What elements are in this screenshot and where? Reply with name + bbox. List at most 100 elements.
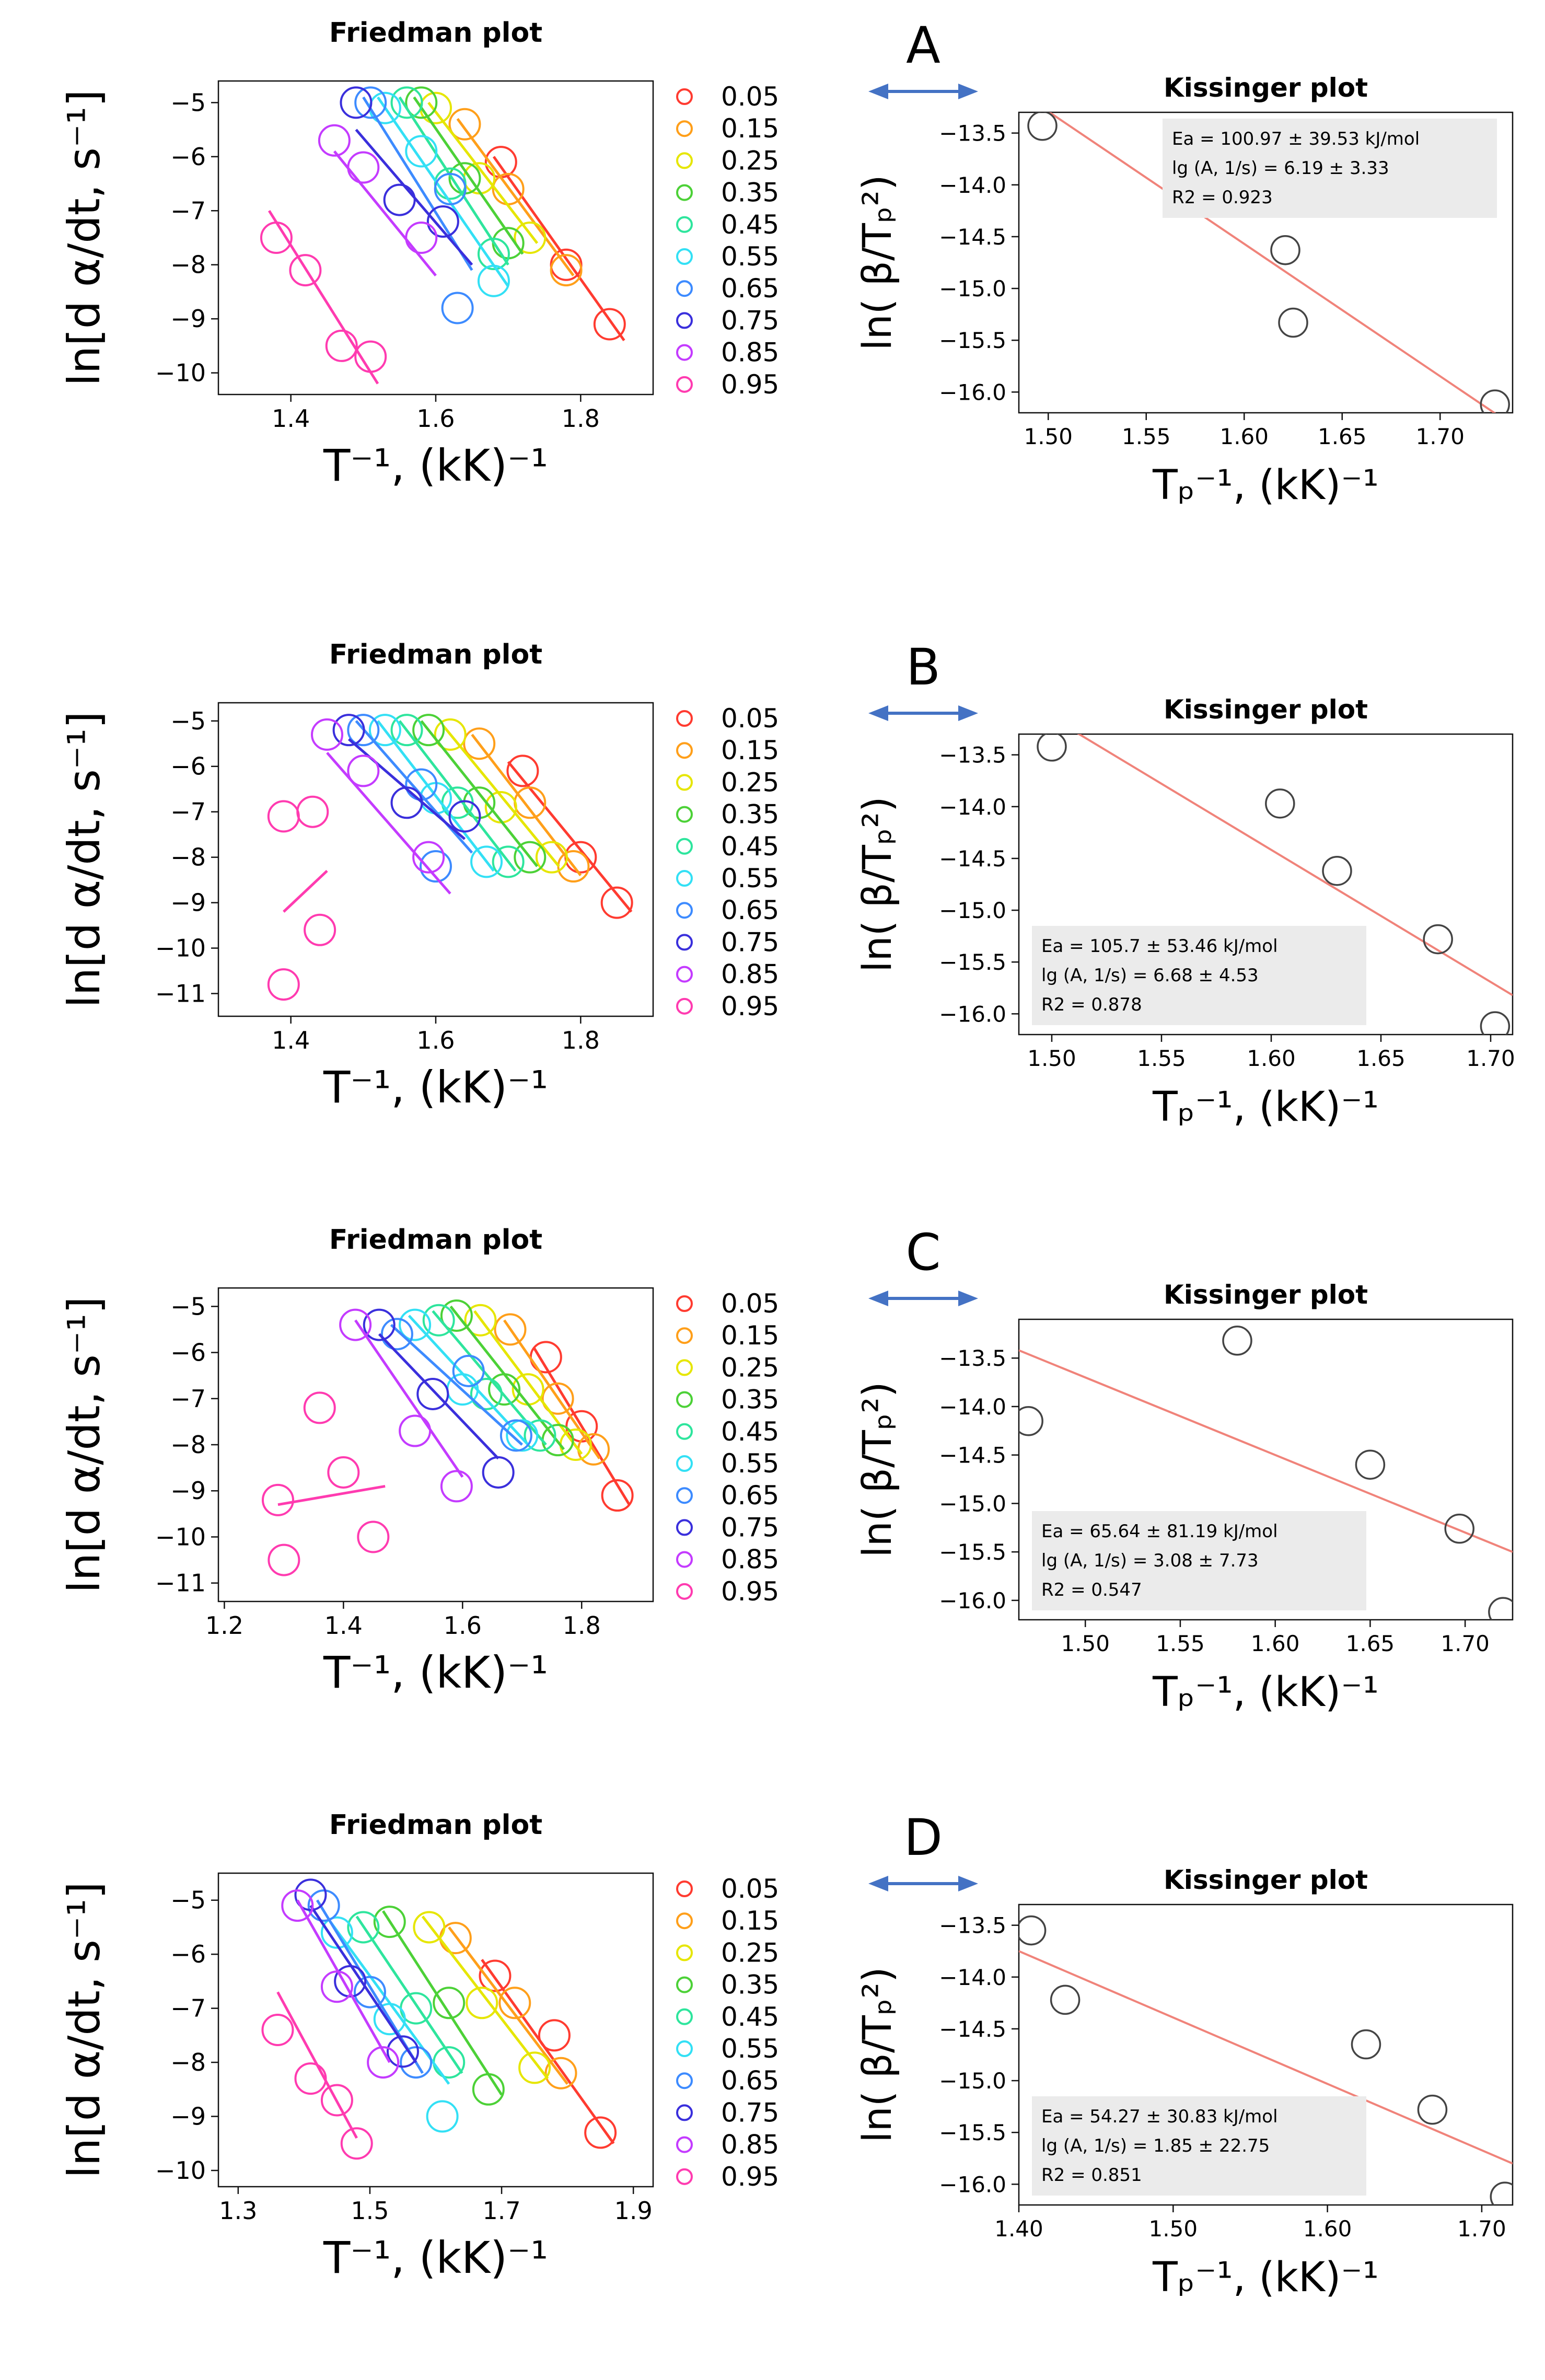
legend-label: 0.65 — [721, 895, 779, 925]
x-tick-label: 1.60 — [1251, 1631, 1300, 1656]
legend-label: 0.95 — [721, 369, 779, 400]
series-0.85 — [311, 718, 451, 895]
data-point — [339, 1308, 372, 1341]
y-tick-label: −13.5 — [939, 1345, 1006, 1371]
fit-line — [398, 96, 509, 266]
y-tick-label: −13.5 — [939, 1913, 1006, 1938]
legend-label: 0.25 — [721, 767, 779, 797]
annotation-line: Ea = 105.7 ± 53.46 kJ/mol — [1041, 936, 1278, 957]
data-point — [268, 1543, 300, 1576]
chart-title: Friedman plot — [329, 1224, 542, 1256]
plot-area — [261, 1878, 617, 2160]
plot-area — [1019, 1326, 1513, 1620]
legend-marker — [676, 1487, 693, 1504]
y-tick-label: −14.5 — [939, 2016, 1006, 2042]
data-point — [281, 1889, 314, 1922]
data-point — [1423, 924, 1453, 955]
legend-marker — [676, 997, 693, 1015]
x-axis-label: T⁻¹, (kK)⁻¹ — [323, 1647, 548, 1698]
y-tick-label: −13.5 — [939, 121, 1006, 146]
data-point — [1222, 1326, 1252, 1356]
panel-letter: C — [905, 1223, 940, 1282]
legend-marker — [676, 710, 693, 727]
friedman-panel-C: Friedman plot 1.2 1.4 1.6 1.8 −5 −6 −7 −8 −9 −10 −1… — [59, 1224, 779, 1698]
y-tick-label: −16.0 — [939, 1001, 1006, 1027]
y-tick-label: −8 — [170, 251, 206, 279]
data-point — [514, 841, 547, 874]
x-axis-label: Tₚ⁻¹, (kK)⁻¹ — [1152, 1084, 1379, 1131]
x-axis-label: Tₚ⁻¹, (kK)⁻¹ — [1152, 462, 1379, 509]
y-tick-label: −15.0 — [939, 276, 1006, 301]
y-tick-label: −10 — [155, 359, 206, 387]
data-point — [296, 795, 329, 828]
data-point — [368, 714, 401, 747]
x-tick-label: 1.8 — [562, 1026, 600, 1054]
series-0.25 — [413, 1911, 551, 2084]
fit-line — [1019, 1349, 1513, 1553]
data-point — [434, 172, 467, 205]
data-point — [477, 264, 510, 297]
legend-label: 0.15 — [721, 113, 779, 144]
annotation-line: Ea = 65.64 ± 81.19 kJ/mol — [1041, 1521, 1278, 1542]
fit-line — [532, 1347, 631, 1506]
friedman-panel-B: Friedman plot 1.4 1.6 1.8 −5 −6 −7 −8 −9 −10 −11 T⁻… — [59, 639, 779, 1113]
legend-marker — [676, 2104, 693, 2121]
legend-label: 0.75 — [721, 2097, 779, 2128]
arrow-head-left-icon — [868, 84, 888, 99]
y-tick-label: −8 — [170, 843, 206, 872]
y-tick-label: −6 — [170, 1940, 206, 1968]
x-axis-label: T⁻¹, (kK)⁻¹ — [323, 1062, 548, 1113]
plot-frame — [217, 1872, 654, 2188]
series-0.35 — [412, 714, 547, 874]
x-axis-label: Tₚ⁻¹, (kK)⁻¹ — [1152, 1669, 1379, 1716]
data-point — [412, 841, 445, 874]
data-point — [260, 222, 293, 254]
fit-line — [296, 1899, 391, 2063]
data-point — [399, 1308, 432, 1341]
y-tick-label: −6 — [170, 1339, 206, 1367]
legend-marker — [676, 152, 693, 169]
data-point — [477, 238, 510, 271]
legend-marker — [676, 344, 693, 361]
plot-area — [1037, 734, 1513, 1035]
data-point — [448, 108, 481, 141]
legend-label: 0.05 — [721, 703, 779, 734]
data-point — [1322, 855, 1352, 886]
data-point — [347, 1911, 380, 1944]
y-tick-label: −16.0 — [939, 2172, 1006, 2197]
legend-label: 0.35 — [721, 1385, 779, 1415]
y-axis-label: ln[d α/dt, s⁻¹] — [59, 1882, 110, 2178]
data-point — [550, 254, 583, 287]
data-point — [320, 1970, 353, 2003]
series-0.35 — [440, 1299, 574, 1457]
legend-marker — [676, 2008, 693, 2025]
legend-marker — [676, 1944, 693, 1961]
legend-marker — [676, 2136, 693, 2153]
annotation-line: lg (A, 1/s) = 3.08 ± 7.73 — [1041, 1550, 1259, 1571]
legend-label: 0.05 — [721, 1874, 779, 1904]
fit-line — [471, 734, 582, 876]
y-tick-label: −15.5 — [939, 1539, 1006, 1565]
data-point — [600, 886, 633, 919]
data-point — [303, 1391, 336, 1424]
data-point — [340, 86, 373, 119]
series-0.45 — [390, 714, 525, 878]
series-0.95 — [267, 795, 336, 1001]
legend-marker — [676, 902, 693, 919]
data-point — [1019, 1915, 1047, 1946]
data-point — [524, 1419, 556, 1452]
legend-label: 0.95 — [721, 991, 779, 1021]
legend-marker — [676, 88, 693, 105]
data-point — [325, 329, 358, 362]
y-axis-label: ln[d α/dt, s⁻¹] — [59, 1296, 110, 1593]
y-axis-label: ln( β/Tₚ²) — [854, 1381, 900, 1557]
legend-marker — [676, 1423, 693, 1440]
y-tick-label: −5 — [170, 707, 206, 735]
legend-marker — [676, 1912, 693, 1930]
data-point — [311, 718, 343, 751]
data-point — [347, 714, 380, 747]
y-tick-label: −10 — [155, 1523, 206, 1551]
chart-title: Friedman plot — [329, 1809, 542, 1841]
chart-title: Kissinger plot — [1164, 73, 1368, 103]
